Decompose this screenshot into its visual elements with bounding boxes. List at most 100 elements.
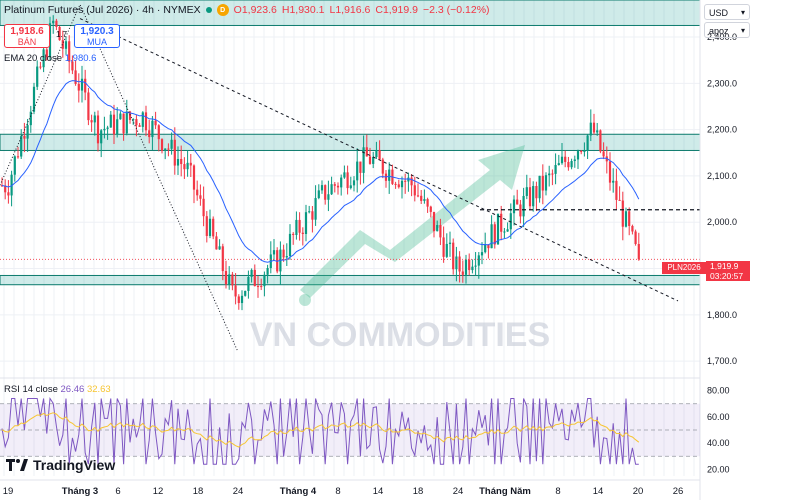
zone-band	[0, 275, 700, 284]
candle-body	[100, 130, 102, 143]
rsi-legend[interactable]: RSI 14 close 26.46 32.63	[4, 384, 111, 395]
candle-body	[171, 140, 173, 149]
candle-body	[535, 186, 537, 198]
candle-body	[443, 237, 445, 256]
time-tick-label: 6	[115, 486, 120, 497]
price-tick-label: 1,800.0	[707, 310, 737, 320]
rsi-label: RSI 14 close	[4, 384, 58, 395]
price-tick-label: 2,300.0	[707, 78, 737, 88]
candle-body	[315, 198, 317, 220]
last-price-tag: 1,919.9 03:20:57	[706, 261, 750, 281]
candle-body	[612, 181, 614, 183]
candle-body	[526, 187, 528, 196]
last-price: 1,919.9	[710, 261, 750, 271]
symbol-tag: PLN2026	[662, 262, 706, 274]
candle-body	[318, 190, 320, 198]
currency-select[interactable]: USD ▾	[704, 4, 750, 20]
scale-value: apoz	[709, 26, 729, 36]
candle-body	[238, 296, 240, 303]
candle-body	[555, 165, 557, 174]
candle-body	[174, 140, 176, 166]
candle-body	[158, 125, 160, 139]
ema-legend[interactable]: EMA 20 close 1,980.6	[4, 53, 96, 64]
candle-body	[571, 161, 573, 167]
candle-body	[503, 232, 505, 233]
candle-body	[84, 79, 86, 93]
candle-body	[468, 260, 470, 270]
time-tick-label: 24	[233, 486, 244, 497]
ohlc-high: H1,930.1	[282, 4, 325, 16]
candle-body	[142, 112, 144, 127]
chart-header: Platinum Futures (Jul 2026) · 4h · NYMEX…	[4, 4, 490, 16]
candle-body	[267, 268, 269, 275]
candle-body	[427, 199, 429, 207]
candle-body	[353, 180, 355, 185]
candle-body	[225, 271, 227, 284]
sell-label: BÁN	[18, 37, 37, 47]
candle-body	[398, 184, 400, 187]
candle-body	[55, 21, 57, 27]
candle-body	[235, 285, 237, 296]
candle-body	[481, 252, 483, 255]
spread-value: 1.7	[56, 30, 67, 39]
symbol-title[interactable]: Platinum Futures (Jul 2026) · 4h · NYMEX	[4, 4, 201, 16]
candle-body	[161, 139, 163, 151]
candle-body	[542, 176, 544, 191]
candle-body	[452, 243, 454, 270]
time-tick-label: 18	[193, 486, 204, 497]
sell-price: 1,918.6	[5, 25, 49, 37]
candle-body	[359, 162, 361, 173]
candle-body	[366, 147, 368, 156]
candle-body	[331, 184, 333, 194]
candle-body	[145, 112, 147, 130]
candle-body	[177, 159, 179, 166]
candle-body	[135, 119, 137, 125]
candle-body	[519, 204, 521, 216]
candle-body	[625, 211, 627, 226]
price-tick-label: 1,700.0	[707, 356, 737, 366]
candle-body	[631, 226, 633, 232]
candle-body	[299, 220, 301, 233]
candle-body	[343, 172, 345, 177]
candle-body	[241, 296, 243, 303]
candle-body	[75, 70, 77, 84]
sell-button[interactable]: 1,918.6 BÁN	[4, 24, 50, 48]
candle-body	[433, 212, 435, 231]
overlay-lines	[0, 5, 700, 352]
candle-body	[475, 266, 477, 267]
candle-body	[196, 190, 198, 196]
buy-button[interactable]: 1,920.3 MUA	[74, 24, 120, 48]
candle-body	[167, 149, 169, 150]
candle-body	[619, 200, 621, 201]
candle-body	[404, 181, 406, 182]
candle-body	[164, 149, 166, 151]
time-tick-label: 14	[373, 486, 384, 497]
ohlc-close: C1,919.9	[375, 4, 418, 16]
trendline	[80, 19, 678, 301]
candle-body	[439, 225, 441, 237]
ema-label: EMA 20 close	[4, 53, 62, 64]
candle-body	[222, 246, 224, 271]
candle-body	[379, 150, 381, 159]
candle-body	[254, 270, 256, 286]
rsi-tick-label: 80.00	[707, 386, 730, 396]
candle-body	[564, 157, 566, 162]
rsi-tick-label: 40.00	[707, 438, 730, 448]
candle-body	[420, 196, 422, 201]
candle-body	[14, 156, 16, 174]
candle-body	[638, 244, 640, 259]
watermark-text: VN COMMODITIES	[250, 316, 550, 354]
candle-body	[327, 194, 329, 199]
time-tick-label: 8	[335, 486, 340, 497]
candle-body	[257, 286, 259, 287]
candle-body	[209, 219, 211, 236]
candle-body	[228, 274, 230, 284]
candle-body	[81, 79, 83, 91]
rsi-tick-label: 60.00	[707, 412, 730, 422]
ohlc-change: −2.3 (−0.12%)	[423, 4, 490, 16]
scale-select[interactable]: apoz ▾	[704, 22, 750, 38]
time-tick-label: 20	[633, 486, 644, 497]
candle-body	[635, 231, 637, 244]
tradingview-logo[interactable]: TradingView	[6, 457, 115, 473]
